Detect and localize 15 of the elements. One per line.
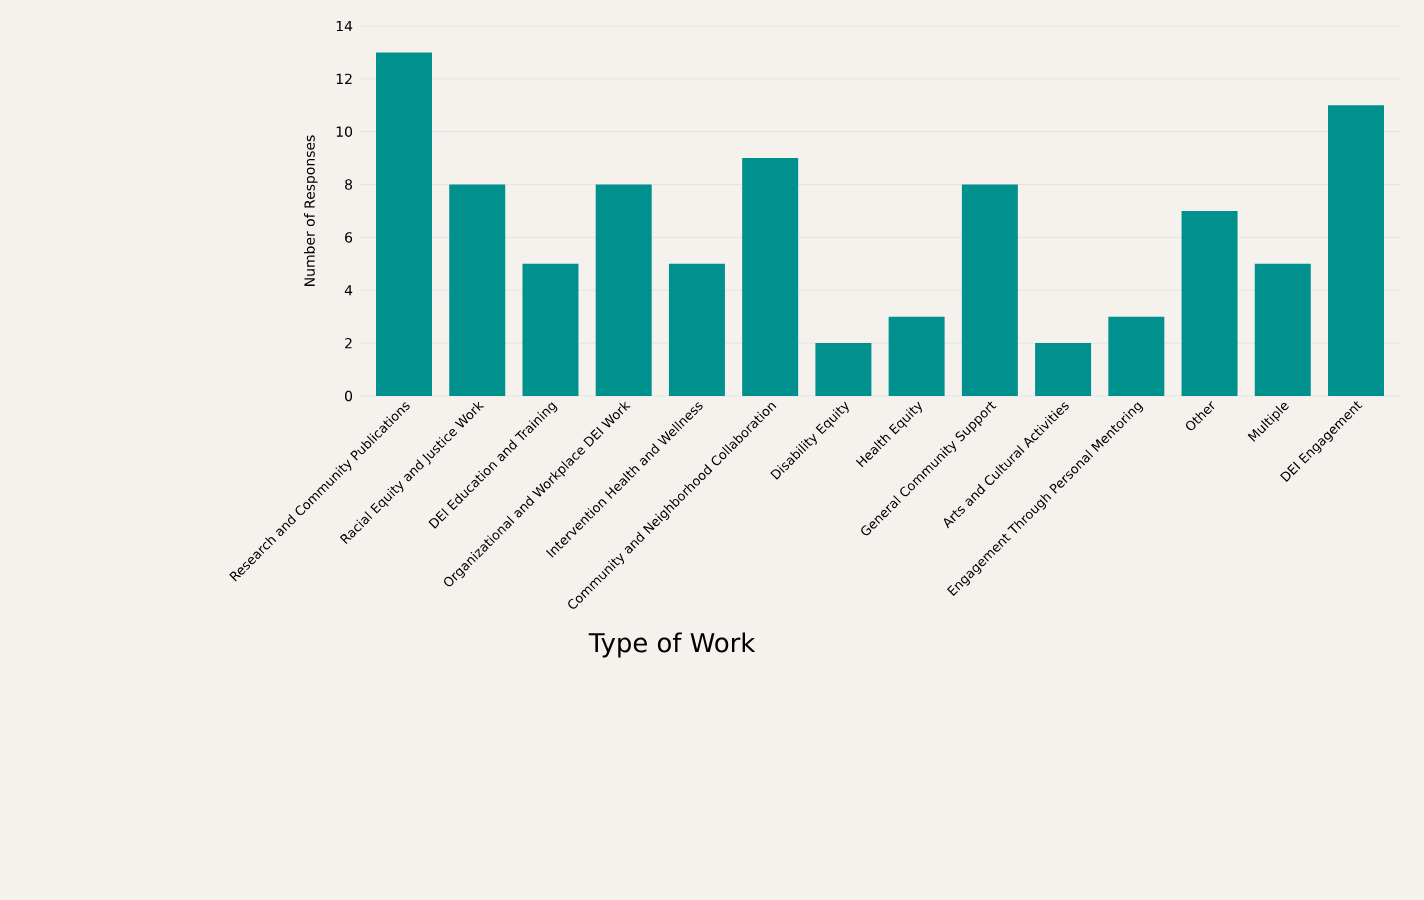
- bar: [449, 184, 506, 396]
- bar: [961, 184, 1018, 396]
- bar: [888, 316, 945, 396]
- bar: [1108, 316, 1165, 396]
- bar: [815, 343, 872, 396]
- bar: [742, 158, 799, 396]
- bar: [1328, 105, 1385, 396]
- bar: [1035, 343, 1092, 396]
- bar: [376, 52, 433, 396]
- bar: [668, 263, 725, 396]
- x-axis-title: Type of Work: [588, 632, 756, 658]
- bar: [1254, 263, 1311, 396]
- bar: [595, 184, 652, 396]
- bar: [1181, 210, 1238, 396]
- bar: [522, 263, 579, 396]
